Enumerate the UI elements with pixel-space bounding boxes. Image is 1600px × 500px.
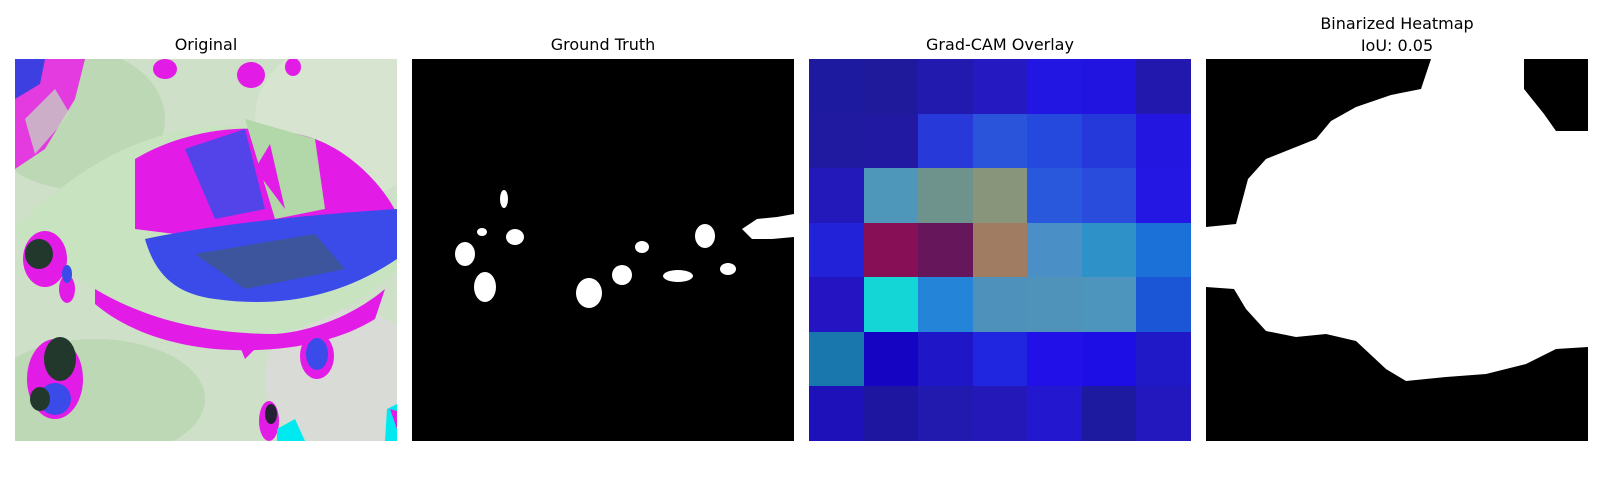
heatmap-cell — [864, 386, 918, 441]
heatmap-cell — [1027, 168, 1082, 223]
heatmap-cell — [973, 223, 1027, 277]
iou-label: IoU: 0.05 — [1360, 36, 1434, 55]
heatmap-cell — [1082, 168, 1136, 223]
heatmap-cell — [1082, 223, 1136, 277]
heatmap-cell — [918, 277, 973, 332]
heatmap-cell — [864, 114, 918, 168]
heatmap-cell — [1082, 332, 1136, 386]
ground-truth-title: Ground Truth — [550, 35, 656, 54]
heatmap-cell — [1027, 277, 1082, 332]
heatmap-cell — [809, 386, 864, 441]
binarized-mask — [1206, 59, 1588, 441]
heatmap-cell — [864, 277, 918, 332]
ground-truth-mask — [412, 59, 794, 441]
binarized-title: Binarized Heatmap — [1320, 14, 1474, 33]
heatmap-cell — [809, 114, 864, 168]
heatmap-cell — [1082, 386, 1136, 441]
heatmap-cell — [1027, 332, 1082, 386]
binarized-panel: Binarized Heatmap IoU: 0.05 — [1206, 0, 1588, 500]
heatmap-cell — [864, 168, 918, 223]
heatmap-cell — [973, 386, 1027, 441]
heatmap-cell — [809, 223, 864, 277]
heatmap-cell — [864, 59, 918, 114]
heatmap-cell — [918, 332, 973, 386]
heatmap-cell — [864, 223, 918, 277]
heatmap-cell — [973, 332, 1027, 386]
original-image — [15, 59, 397, 441]
heatmap-cell — [973, 59, 1027, 114]
heatmap-cell — [864, 332, 918, 386]
heatmap-cell — [918, 223, 973, 277]
heatmap-cell — [1082, 277, 1136, 332]
original-title: Original — [174, 35, 238, 54]
heatmap-cell — [1136, 114, 1191, 168]
heatmap-cell — [1136, 168, 1191, 223]
heatmap-cell — [809, 332, 864, 386]
heatmap-cell — [973, 114, 1027, 168]
heatmap-cell — [809, 59, 864, 114]
heatmap-cell — [1136, 332, 1191, 386]
heatmap-cell — [1027, 114, 1082, 168]
heatmap-cell — [973, 168, 1027, 223]
gradcam-title: Grad-CAM Overlay — [926, 35, 1074, 54]
heatmap-cell — [1027, 223, 1082, 277]
heatmap-cell — [1027, 386, 1082, 441]
heatmap-cell — [1136, 223, 1191, 277]
heatmap-cell — [1136, 277, 1191, 332]
heatmap-cell — [918, 168, 973, 223]
heatmap-cell — [809, 277, 864, 332]
heatmap-cell — [1136, 386, 1191, 441]
heatmap-cell — [1136, 59, 1191, 114]
heatmap-cell — [918, 386, 973, 441]
heatmap-cell — [918, 114, 973, 168]
heatmap-cell — [973, 277, 1027, 332]
heatmap-cell — [1027, 59, 1082, 114]
ground-truth-panel: Ground Truth — [412, 0, 794, 500]
heatmap-cell — [1082, 59, 1136, 114]
original-panel: Original — [15, 0, 397, 500]
gradcam-heatmap — [809, 59, 1191, 441]
heatmap-cell — [1082, 114, 1136, 168]
gradcam-panel: Grad-CAM Overlay — [809, 0, 1191, 500]
heatmap-cell — [809, 168, 864, 223]
heatmap-cell — [918, 59, 973, 114]
